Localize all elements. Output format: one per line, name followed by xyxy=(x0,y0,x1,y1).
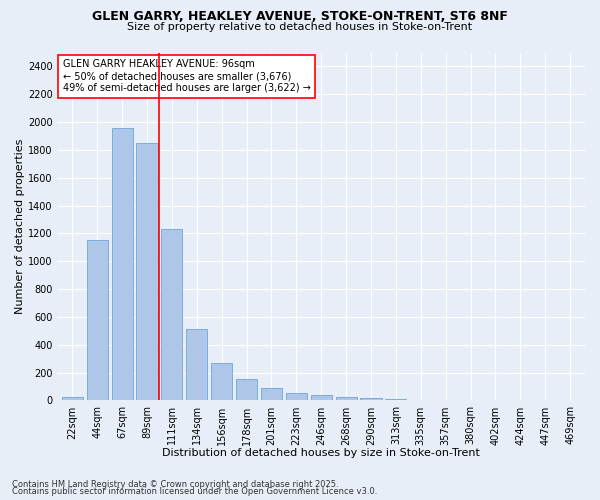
Bar xyxy=(62,398,83,400)
Bar xyxy=(136,143,158,401)
Bar xyxy=(385,399,406,400)
Bar xyxy=(161,230,182,400)
Text: Contains public sector information licensed under the Open Government Licence v3: Contains public sector information licen… xyxy=(12,487,377,496)
Bar xyxy=(361,398,382,400)
Text: Contains HM Land Registry data © Crown copyright and database right 2025.: Contains HM Land Registry data © Crown c… xyxy=(12,480,338,489)
Bar xyxy=(261,388,282,400)
Bar xyxy=(236,379,257,400)
Bar xyxy=(86,240,108,400)
Text: GLEN GARRY, HEAKLEY AVENUE, STOKE-ON-TRENT, ST6 8NF: GLEN GARRY, HEAKLEY AVENUE, STOKE-ON-TRE… xyxy=(92,10,508,23)
Bar xyxy=(211,363,232,401)
Bar xyxy=(286,393,307,400)
Text: GLEN GARRY HEAKLEY AVENUE: 96sqm
← 50% of detached houses are smaller (3,676)
49: GLEN GARRY HEAKLEY AVENUE: 96sqm ← 50% o… xyxy=(62,60,311,92)
X-axis label: Distribution of detached houses by size in Stoke-on-Trent: Distribution of detached houses by size … xyxy=(162,448,480,458)
Bar xyxy=(335,397,356,400)
Bar xyxy=(186,330,208,400)
Y-axis label: Number of detached properties: Number of detached properties xyxy=(15,139,25,314)
Bar xyxy=(112,128,133,400)
Text: Size of property relative to detached houses in Stoke-on-Trent: Size of property relative to detached ho… xyxy=(127,22,473,32)
Bar xyxy=(311,395,332,400)
